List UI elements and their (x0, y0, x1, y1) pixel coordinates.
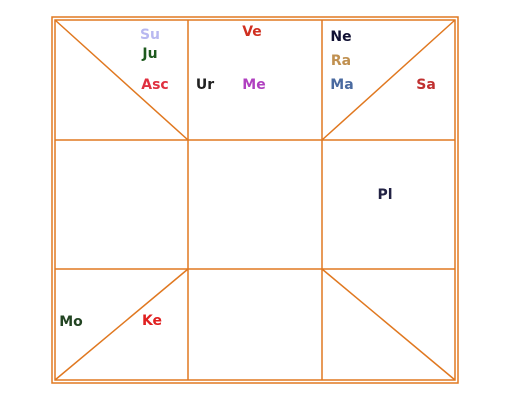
planet-label: Ra (331, 53, 351, 69)
diagonal (321, 19, 456, 141)
planet-label: Ke (142, 313, 162, 329)
outer-border (51, 16, 459, 384)
planet-label: Su (140, 27, 160, 43)
planet-label: Me (242, 77, 265, 93)
planet-label: Asc (141, 77, 168, 93)
diagonal (54, 19, 189, 141)
planet-label: Ma (330, 77, 353, 93)
planet-label: Sa (416, 77, 436, 93)
planet-label: Mo (59, 314, 83, 330)
planet-label: Pl (377, 187, 392, 203)
diagonal (54, 268, 189, 381)
planet-label: Ve (242, 24, 262, 40)
inner-border (54, 19, 456, 381)
planet-label: Ne (330, 29, 351, 45)
planet-label: Ju (141, 46, 157, 62)
planet-label: Ur (196, 77, 214, 93)
diagonal (321, 268, 456, 381)
